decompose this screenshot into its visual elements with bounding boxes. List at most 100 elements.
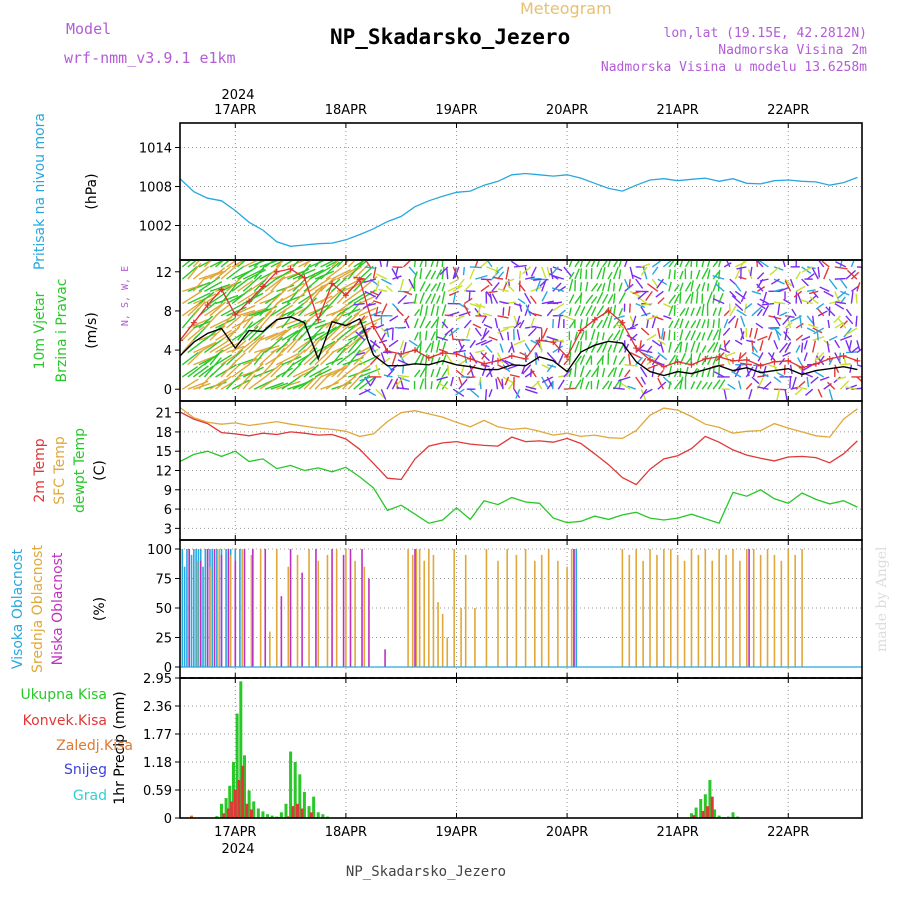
wind-arrow <box>809 296 819 305</box>
wind-arrow <box>579 341 583 353</box>
wind-arrow <box>806 376 810 388</box>
precip-bar <box>701 810 705 818</box>
wind-arrow <box>220 283 237 305</box>
wind-arrow <box>585 281 589 292</box>
wind-arrow <box>484 389 488 401</box>
y-axis-label: Visoka Oblacnost <box>10 548 26 669</box>
wind-arrow <box>811 267 819 280</box>
wind-arrow <box>436 366 442 378</box>
wind-arrow <box>839 320 849 329</box>
wind-arrow <box>248 280 265 292</box>
wind-arrow <box>391 303 399 311</box>
wind-arrow <box>596 260 601 268</box>
wind-arrow <box>480 339 493 346</box>
wind-arrow <box>767 331 773 341</box>
wind-arrow <box>444 327 454 336</box>
wind-arrow <box>518 270 522 280</box>
wind-arrow <box>695 306 702 317</box>
wind-arrow <box>441 291 446 304</box>
precip-bar <box>190 815 194 818</box>
wind-arrow <box>475 274 488 280</box>
wind-arrow <box>632 274 642 280</box>
wind-arrow <box>679 282 684 292</box>
wind-arrow <box>303 275 323 292</box>
wind-arrow <box>203 260 213 268</box>
wind-arrow <box>413 353 422 366</box>
wind-arrow <box>812 327 823 334</box>
wind-arrow <box>497 288 509 293</box>
wind-arrow <box>679 329 684 341</box>
wind-arrow <box>835 261 847 268</box>
wind-arrow <box>784 321 793 329</box>
wind-arrow <box>325 266 343 280</box>
wind-arrow <box>436 357 441 366</box>
wind-arrow <box>193 355 215 366</box>
wind-arrow <box>690 340 696 353</box>
wind-arrow <box>795 380 806 390</box>
wind-arrow <box>773 278 785 285</box>
wind-arrow <box>695 318 701 329</box>
wind-arrow <box>353 276 365 280</box>
bottom-date-label: 21APR <box>657 825 699 840</box>
wind-arrow <box>734 318 739 329</box>
wind-arrow <box>596 379 600 390</box>
y-tick-label: 100 <box>147 543 172 558</box>
wind-arrow <box>801 266 814 273</box>
wind-arrow <box>601 367 606 378</box>
wind-arrow <box>303 319 326 329</box>
panel-frame <box>179 539 863 679</box>
wind-arrow <box>209 362 226 378</box>
wind-arrow <box>242 274 262 292</box>
wind-arrow <box>491 354 495 365</box>
wind-arrow <box>275 292 297 305</box>
wind-arrow <box>253 263 267 280</box>
precip-bar <box>717 815 721 818</box>
wind-arrow <box>618 376 631 382</box>
wind-arrow <box>723 262 732 268</box>
wind-arrow <box>568 380 573 390</box>
wind-arrow <box>355 331 366 341</box>
wind-arrow <box>640 327 650 336</box>
wind-arrow <box>308 374 323 390</box>
wind-arrow <box>242 325 259 341</box>
wind-arrow <box>828 335 838 341</box>
wind-arrow <box>419 304 424 316</box>
wind-arrow <box>204 281 223 292</box>
precip-ylabel: 1hr Precip (mm) <box>112 691 128 804</box>
wind-arrow <box>259 332 279 341</box>
wind-arrow <box>187 262 202 280</box>
wind-arrow <box>850 271 860 280</box>
wind-arrow <box>485 278 493 287</box>
wind-arrow <box>286 289 300 305</box>
wind-arrow <box>557 340 562 353</box>
wind-arrow <box>712 279 718 292</box>
wind-arrow <box>612 355 618 365</box>
wind-arrow <box>701 345 707 353</box>
wind-arrow <box>237 290 258 305</box>
wind-arrow <box>395 266 399 275</box>
wind-arrow <box>574 379 582 390</box>
wind-arrow <box>253 349 267 366</box>
wind-arrow <box>331 310 346 329</box>
wind-arrow <box>436 336 448 341</box>
wind-arrow <box>403 290 413 296</box>
wind-arrow <box>320 351 335 366</box>
wind-arrow <box>275 269 293 280</box>
wind-arrow <box>486 266 498 272</box>
model-label: Model <box>66 20 111 38</box>
wind-arrow <box>839 380 850 390</box>
wind-arrow <box>801 278 809 287</box>
wind-arrow <box>347 260 357 268</box>
wind-arrow <box>731 295 742 305</box>
wind-arrow <box>386 378 393 390</box>
precip-bar <box>703 794 707 818</box>
wind-arrow <box>436 376 448 381</box>
wind-arrow <box>353 347 372 366</box>
wind-arrow <box>204 303 222 317</box>
wind-arrow <box>441 381 449 390</box>
wind-arrow <box>590 367 599 378</box>
wind-arrow <box>488 290 498 294</box>
wind-arrow <box>836 376 847 381</box>
wind-arrow <box>226 371 244 390</box>
wind-arrow <box>452 266 459 279</box>
